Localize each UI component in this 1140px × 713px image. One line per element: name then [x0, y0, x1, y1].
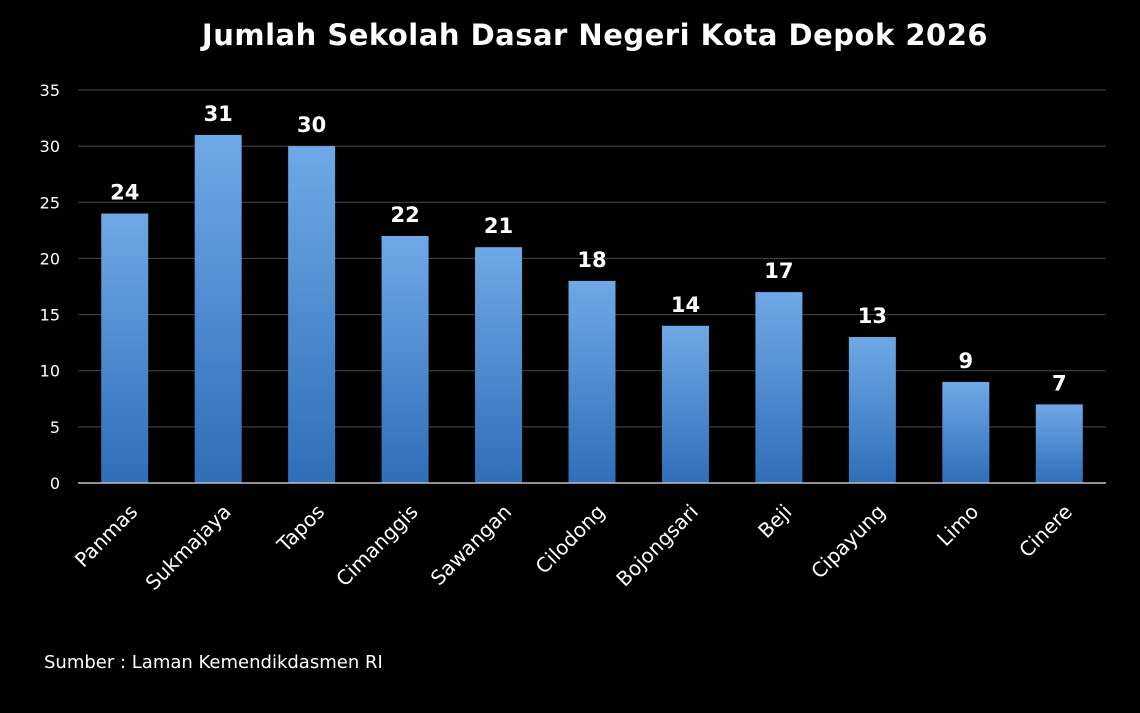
data-label: 24: [110, 181, 139, 205]
y-axis-ticks: 0 5 10 15 20 25 30 35: [40, 81, 60, 493]
source-note: Sumber : Laman Kemendikdasmen RI: [44, 652, 383, 673]
x-tick-label: Sawangan: [426, 500, 516, 590]
y-tick-label: 0: [50, 474, 60, 493]
data-label: 9: [959, 349, 974, 373]
bar-cimanggis: [381, 235, 429, 483]
x-tick-label: Cinere: [1014, 500, 1077, 563]
y-tick-label: 10: [40, 362, 60, 381]
x-tick-label: Beji: [753, 500, 796, 543]
data-label: 21: [484, 214, 513, 238]
data-label: 22: [390, 203, 419, 227]
y-tick-label: 5: [50, 418, 60, 437]
bar-tapos: [288, 146, 336, 483]
bar-panmas: [101, 213, 149, 483]
y-tick-label: 25: [40, 193, 60, 212]
bar-beji: [755, 292, 803, 483]
bars: [101, 134, 1083, 483]
data-label: 17: [764, 259, 793, 283]
x-tick-label: Cipayung: [806, 500, 890, 584]
bar-cinere: [1035, 404, 1083, 483]
data-label: 18: [577, 248, 606, 272]
x-tick-label: Sukmajaya: [141, 500, 236, 595]
y-tick-label: 15: [40, 306, 60, 325]
data-label: 31: [204, 102, 233, 126]
y-tick-label: 30: [40, 137, 60, 156]
data-label: 7: [1052, 371, 1067, 395]
chart-title: Jumlah Sekolah Dasar Negeri Kota Depok 2…: [201, 18, 989, 52]
bar-bojongsari: [661, 325, 709, 483]
data-labels: 24 31 30 22 21 18 14 17 13 9 7: [110, 102, 1066, 395]
y-tick-label: 35: [40, 81, 60, 100]
bar-sawangan: [475, 247, 523, 483]
bar-cilodong: [568, 280, 616, 483]
data-label: 30: [297, 113, 326, 137]
x-tick-label: Bojongsari: [611, 500, 703, 592]
x-tick-label: Cimanggis: [331, 500, 422, 591]
bar-limo: [942, 381, 990, 483]
y-tick-label: 20: [40, 249, 60, 268]
data-label: 14: [671, 293, 700, 317]
x-tick-label: Panmas: [70, 500, 142, 572]
x-tick-label: Limo: [932, 500, 983, 551]
x-tick-label: Tapos: [272, 500, 330, 558]
x-tick-label: Cilodong: [531, 500, 610, 579]
data-label: 13: [858, 304, 887, 328]
bar-sukmajaya: [194, 134, 242, 483]
bar-cipayung: [848, 337, 896, 483]
